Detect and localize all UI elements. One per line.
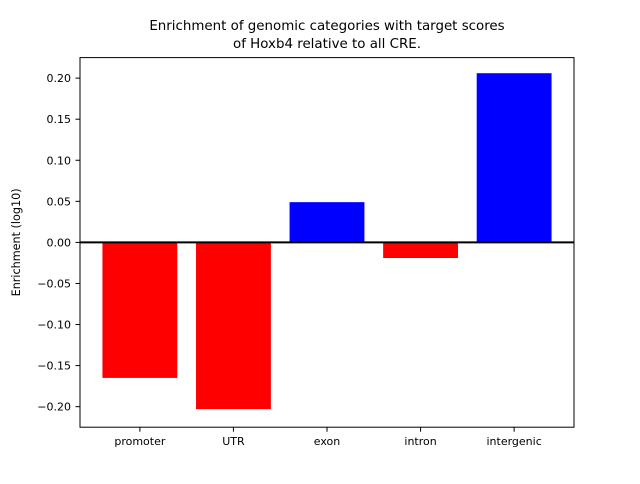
y-tick-label: −0.10 — [37, 319, 71, 332]
bar-intergenic — [476, 73, 552, 243]
bar-exon — [289, 202, 365, 243]
y-tick-label: −0.05 — [37, 277, 71, 290]
y-tick-label: 0.15 — [47, 113, 72, 126]
y-tick-label: 0.10 — [47, 154, 72, 167]
x-tick-label-UTR: UTR — [222, 435, 245, 448]
chart-title-line2: of Hoxb4 relative to all CRE. — [233, 37, 421, 52]
y-axis-label: Enrichment (log10) — [10, 188, 23, 296]
x-tick-label-promoter: promoter — [114, 435, 166, 448]
x-axis-ticks-group: promoter UTR exon intron intergenic — [114, 427, 542, 448]
bar-intron — [383, 242, 458, 259]
x-tick-label-exon: exon — [314, 435, 340, 448]
bar-promoter — [102, 242, 178, 378]
y-tick-label: −0.15 — [37, 360, 71, 373]
bar-UTR — [196, 242, 271, 410]
x-tick-label-intergenic: intergenic — [486, 435, 541, 448]
x-tick-label-intron: intron — [404, 435, 436, 448]
y-tick-label: 0.05 — [47, 195, 72, 208]
chart-title-line1: Enrichment of genomic categories with ta… — [149, 19, 504, 34]
y-tick-label: 0.00 — [47, 236, 72, 249]
bars-group — [102, 73, 552, 410]
y-tick-label: −0.20 — [37, 401, 71, 414]
y-axis-ticks-group: 0.20 0.15 0.10 0.05 0.00 −0.05 −0.10 −0.15 −0.20 — [37, 72, 80, 414]
y-tick-label: 0.20 — [47, 72, 72, 85]
